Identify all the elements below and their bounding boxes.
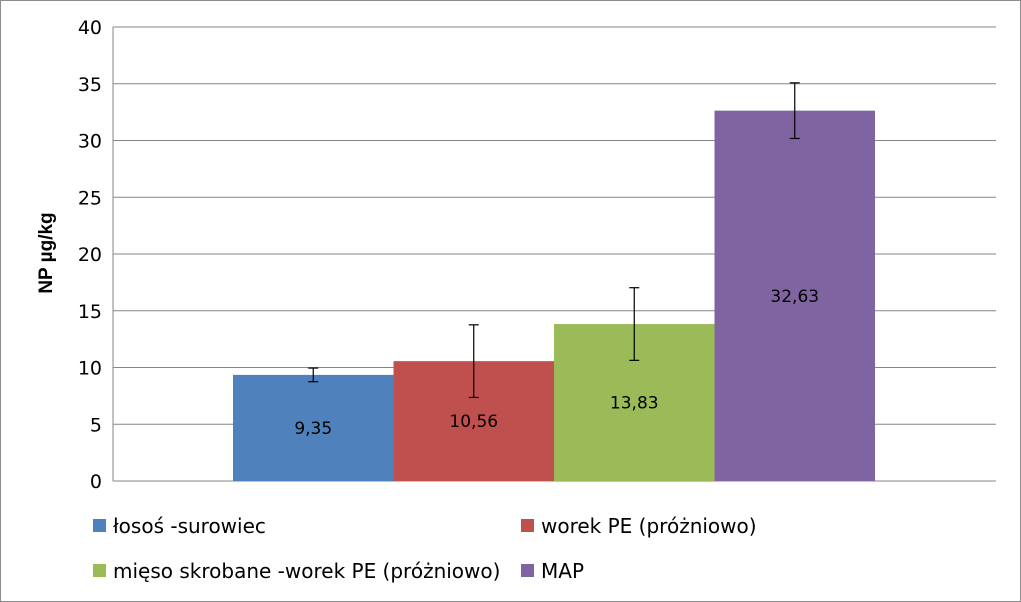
y-tick-label: 15 xyxy=(78,301,102,323)
data-label: 32,63 xyxy=(770,287,819,307)
y-tick-label: 25 xyxy=(78,187,102,209)
legend-swatch xyxy=(93,519,106,532)
data-label: 13,83 xyxy=(610,394,659,414)
y-tick-label: 10 xyxy=(78,358,102,380)
legend-entry: łosoś -surowiec xyxy=(113,514,266,538)
y-tick-label: 30 xyxy=(78,131,102,153)
data-label: 9,35 xyxy=(294,419,332,439)
legend-entry: worek PE (próżniowo) xyxy=(541,514,757,538)
y-axis-ticks: 0 5 10 15 20 25 30 35 40 xyxy=(78,17,102,493)
y-tick-label: 35 xyxy=(78,74,102,96)
legend: łosoś -surowiec worek PE (próżniowo) mięso… xyxy=(93,514,757,583)
y-tick-label: 5 xyxy=(90,414,102,436)
legend-entry: mięso skrobane -worek PE (próżniowo) xyxy=(113,559,500,583)
legend-entry: MAP xyxy=(541,559,584,583)
legend-swatch xyxy=(521,519,534,532)
y-tick-label: 0 xyxy=(90,471,102,493)
y-axis-label: NP µg/kg xyxy=(36,212,57,293)
bars xyxy=(233,110,875,481)
y-tick-label: 20 xyxy=(78,244,102,266)
y-tick-label: 40 xyxy=(78,17,102,39)
legend-swatch xyxy=(521,564,534,577)
bar xyxy=(714,110,875,481)
bar xyxy=(233,374,394,481)
error-bars xyxy=(308,82,800,399)
data-label: 10,56 xyxy=(449,412,498,432)
data-labels: 9,35 10,56 13,83 32,63 xyxy=(294,287,819,439)
legend-swatch xyxy=(93,564,106,577)
